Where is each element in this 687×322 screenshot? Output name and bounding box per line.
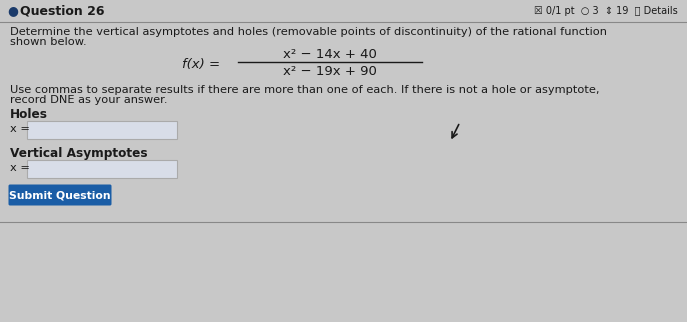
Text: Use commas to separate results if there are more than one of each. If there is n: Use commas to separate results if there … bbox=[10, 85, 600, 95]
Text: x =: x = bbox=[10, 163, 30, 173]
Text: x² − 19x + 90: x² − 19x + 90 bbox=[283, 64, 377, 78]
Text: f(x) =: f(x) = bbox=[182, 58, 220, 71]
Text: ☒ 0/1 pt  ○ 3  ⇕ 19  ⓘ Details: ☒ 0/1 pt ○ 3 ⇕ 19 ⓘ Details bbox=[534, 6, 678, 16]
Text: record DNE as your answer.: record DNE as your answer. bbox=[10, 95, 168, 105]
FancyBboxPatch shape bbox=[8, 185, 111, 205]
Text: Determine the vertical asymptotes and holes (removable points of discontinuity) : Determine the vertical asymptotes and ho… bbox=[10, 27, 607, 37]
FancyBboxPatch shape bbox=[27, 121, 177, 139]
Text: shown below.: shown below. bbox=[10, 37, 87, 47]
Text: Question 26: Question 26 bbox=[20, 5, 104, 17]
Text: x =: x = bbox=[10, 124, 30, 134]
Text: Holes: Holes bbox=[10, 108, 48, 120]
Text: x² − 14x + 40: x² − 14x + 40 bbox=[283, 48, 377, 61]
FancyBboxPatch shape bbox=[27, 160, 177, 178]
Text: Submit Question: Submit Question bbox=[9, 190, 111, 200]
Text: ●: ● bbox=[7, 5, 18, 17]
Text: Vertical Asymptotes: Vertical Asymptotes bbox=[10, 147, 148, 159]
